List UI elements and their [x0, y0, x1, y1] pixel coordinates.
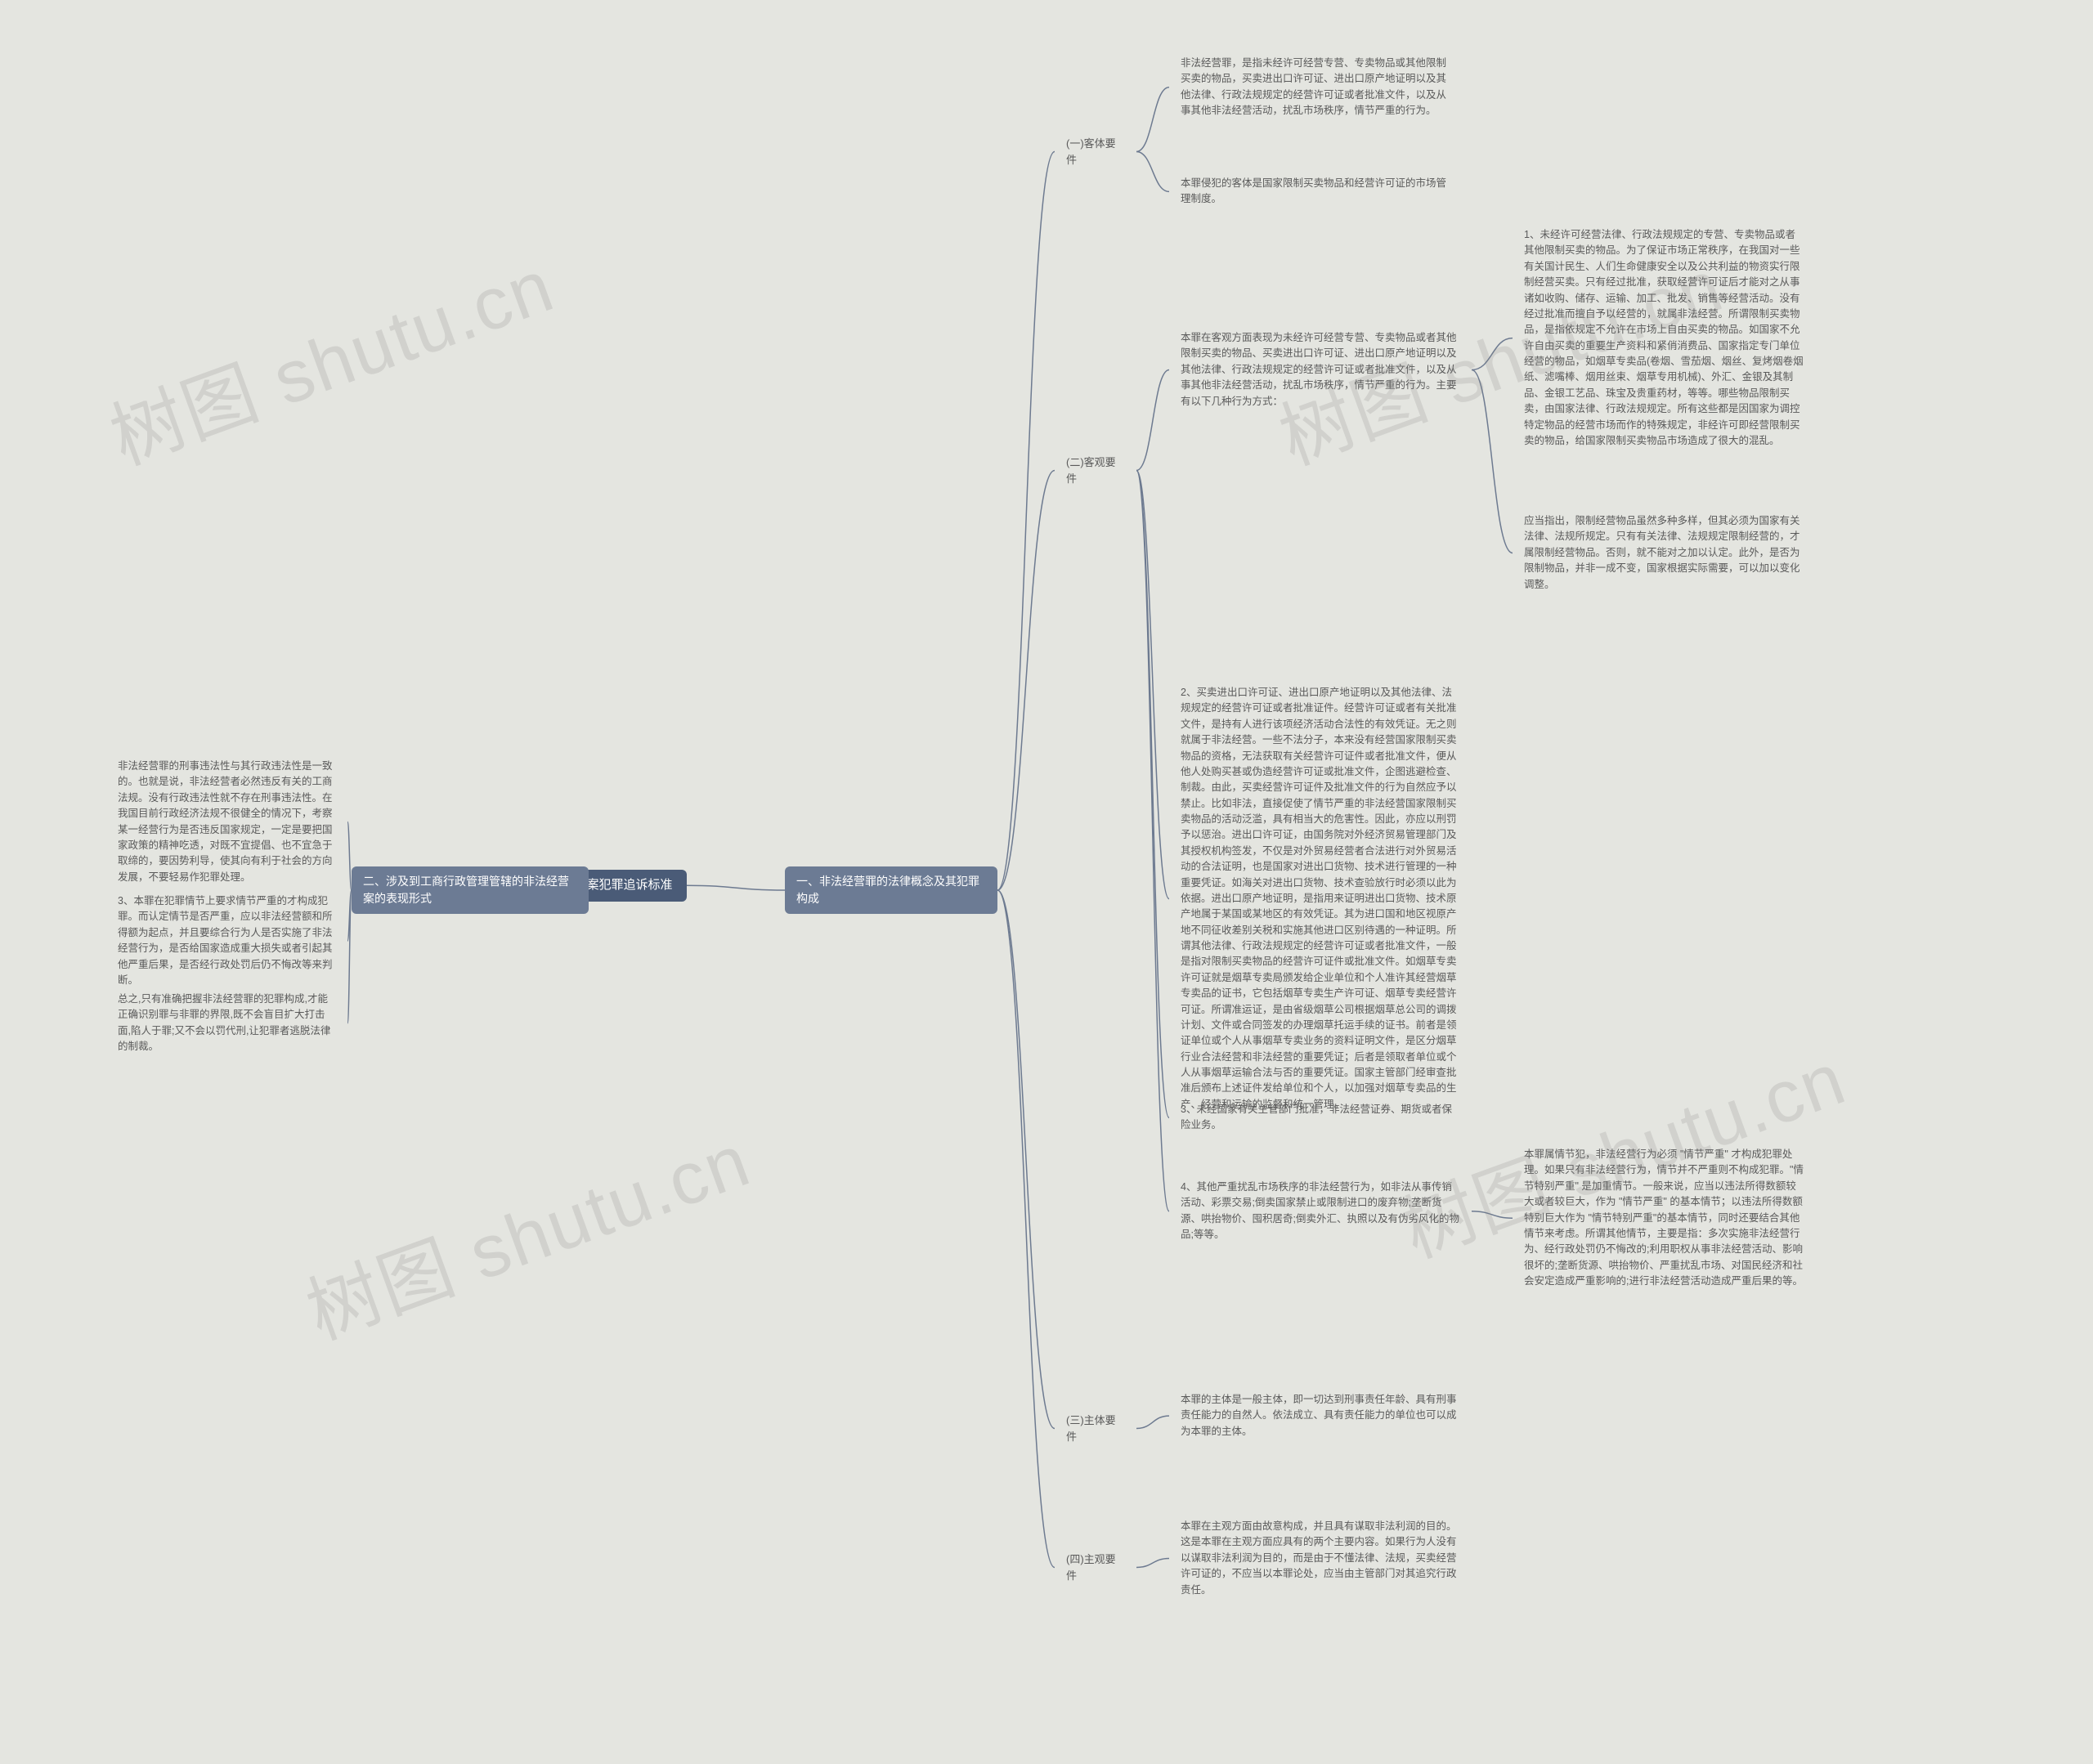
leaf-node: 2、买卖进出口许可证、进出口原产地证明以及其他法律、法规规定的经营许可证或者批准…	[1169, 678, 1472, 1119]
leaf-node: 非法经营罪，是指未经许可经营专营、专卖物品或其他限制买卖的物品，买卖进出口许可证…	[1169, 49, 1463, 126]
leaf-node: 本罪在主观方面由故意构成，并且具有谋取非法利润的目的。这是本罪在主观方面应具有的…	[1169, 1512, 1472, 1605]
connector	[1136, 87, 1169, 152]
sub-node: (一)客体要件	[1055, 129, 1136, 174]
leaf-node: 应当指出，限制经营物品虽然多种多样，但其必须为国家有关法律、法规所规定。只有有关…	[1513, 507, 1815, 599]
sub-node: (四)主观要件	[1055, 1545, 1136, 1590]
leaf-node: 本罪在客观方面表现为未经许可经营专营、专卖物品或者其他限制买卖的物品、买卖进出口…	[1169, 324, 1472, 416]
sub-node: (三)主体要件	[1055, 1406, 1136, 1451]
connector	[1472, 338, 1513, 370]
connector	[1136, 1416, 1169, 1428]
leaf-node: 总之,只有准确把握非法经营罪的犯罪构成,才能正确识别罪与非罪的界限,既不会盲目扩…	[106, 985, 347, 1062]
connector	[1472, 1211, 1513, 1218]
connector	[1136, 1558, 1169, 1567]
leaf-node: 3、本罪在犯罪情节上要求情节严重的才构成犯罪。而认定情节是否严重，应以非法经营额…	[106, 887, 347, 995]
leaf-node: 非法经营罪的刑事违法性与其行政违法性是一致的。也就是说，非法经营者必然违反有关的…	[106, 752, 347, 892]
branch-node: 二、涉及到工商行政管理管辖的非法经营案的表现形式	[352, 866, 589, 914]
leaf-node: 4、其他严重扰乱市场秩序的非法经营行为，如非法从事传销活动、彩票交易;倒卖国家禁…	[1169, 1173, 1472, 1250]
sub-node: (二)客观要件	[1055, 448, 1136, 493]
connector	[1136, 471, 1169, 1118]
branch-node: 一、非法经营罪的法律概念及其犯罪构成	[785, 866, 997, 914]
connector	[997, 471, 1055, 891]
leaf-node: 1、未经许可经营法律、行政法规规定的专营、专卖物品或者其他限制买卖的物品。为了保…	[1513, 221, 1815, 455]
watermark: 树图 shutu.cn	[94, 226, 566, 485]
leaf-node: 本罪的主体是一般主体，即一切达到刑事责任年龄、具有刑事责任能力的自然人。依法成立…	[1169, 1386, 1472, 1446]
leaf-node: 本罪侵犯的客体是国家限制买卖物品和经营许可证的市场管理制度。	[1169, 169, 1463, 214]
leaf-node: 3、未经国家有关主管部门批准，非法经营证券、期货或者保险业务。	[1169, 1095, 1472, 1140]
connector	[997, 890, 1055, 1568]
connector	[1472, 369, 1513, 553]
connector	[1136, 152, 1169, 192]
watermark: 树图 shutu.cn	[290, 1101, 762, 1359]
connector	[1136, 471, 1169, 1211]
connector	[997, 890, 1055, 1429]
connector	[687, 885, 785, 890]
leaf-node: 本罪属情节犯，非法经营行为必须 "情节严重" 才构成犯罪处理。如果只有非法经营行…	[1513, 1140, 1815, 1296]
connector	[1136, 369, 1169, 470]
connector	[1136, 471, 1169, 899]
connector	[997, 152, 1055, 891]
